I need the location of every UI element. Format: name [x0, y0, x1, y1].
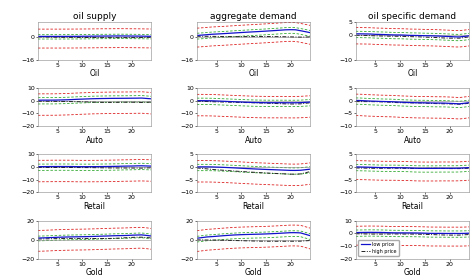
X-axis label: Oil: Oil [407, 69, 418, 78]
X-axis label: Gold: Gold [245, 268, 263, 275]
X-axis label: Retail: Retail [243, 202, 264, 211]
X-axis label: Gold: Gold [86, 268, 103, 275]
X-axis label: Retail: Retail [401, 202, 423, 211]
X-axis label: Retail: Retail [84, 202, 106, 211]
X-axis label: Oil: Oil [90, 69, 100, 78]
Title: oil specific demand: oil specific demand [368, 12, 456, 21]
X-axis label: Gold: Gold [404, 268, 421, 275]
X-axis label: Auto: Auto [86, 136, 104, 145]
Title: oil supply: oil supply [73, 12, 117, 21]
Title: aggregate demand: aggregate demand [210, 12, 297, 21]
X-axis label: Auto: Auto [245, 136, 263, 145]
Legend: low price, high price: low price, high price [358, 240, 399, 256]
X-axis label: Oil: Oil [248, 69, 259, 78]
X-axis label: Auto: Auto [403, 136, 421, 145]
